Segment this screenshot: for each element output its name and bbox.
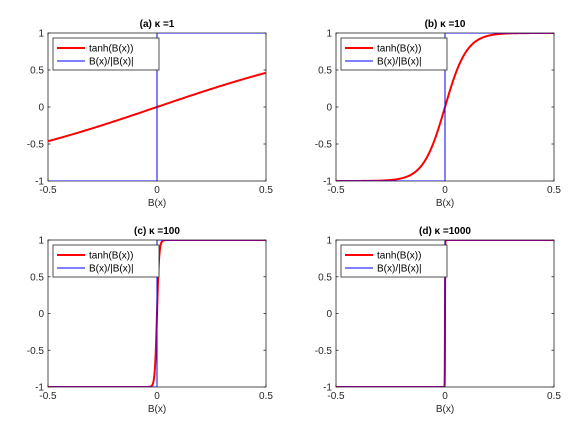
- legend-label-sign: B(x)/|B(x)|: [89, 264, 134, 275]
- y-tick-label: 0: [38, 103, 44, 114]
- x-tick-label: 0: [442, 185, 448, 196]
- legend: tanh(B(x)) B(x)/|B(x)|: [52, 244, 160, 278]
- chart-title: (c) κ =100: [134, 226, 180, 237]
- chart-panel-1: -0.5 0 0.5-1-0.500.51(a) κ =1B(x)tanh(B(x)…: [27, 19, 274, 209]
- series-line-sign: [336, 33, 554, 181]
- y-tick-label: -1: [323, 177, 332, 188]
- legend-box: [52, 244, 160, 278]
- y-tick-label: 0: [326, 309, 332, 320]
- x-axis-label: B(x): [436, 198, 454, 209]
- series-line-sign: [48, 240, 266, 387]
- y-tick-label: 0: [326, 103, 332, 114]
- legend-box: [340, 37, 448, 71]
- x-tick-label: -0.5: [327, 185, 345, 196]
- y-tick-label: 1: [38, 236, 44, 247]
- y-tick-label: 0: [38, 309, 44, 320]
- legend-label-sign: B(x)/|B(x)|: [377, 264, 422, 275]
- y-tick-label: -0.5: [27, 140, 45, 151]
- y-tick-label: 1: [326, 236, 332, 247]
- x-axis-label: B(x): [436, 404, 454, 415]
- legend: tanh(B(x)) B(x)/|B(x)|: [340, 37, 448, 71]
- y-tick-label: -0.5: [315, 346, 333, 357]
- chart-title: (a) κ =1: [140, 19, 175, 30]
- y-tick-label: 0.5: [30, 272, 44, 283]
- y-tick-label: 0.5: [318, 272, 332, 283]
- y-tick-label: 0.5: [318, 66, 332, 77]
- x-tick-label: -0.5: [39, 185, 57, 196]
- chart-panel-2: -0.5 0 0.5-1-0.500.51(b) κ =10B(x)tanh(B(x…: [315, 19, 562, 209]
- chart-panel-3: -0.5 0 0.5-1-0.500.51(c) κ =100B(x)tanh(B(…: [27, 226, 274, 415]
- x-tick-label: 0: [442, 391, 448, 402]
- x-axis-label: B(x): [148, 198, 166, 209]
- y-tick-label: -1: [35, 177, 44, 188]
- legend: tanh(B(x)) B(x)/|B(x)|: [52, 37, 160, 71]
- x-tick-label: -0.5: [327, 391, 345, 402]
- legend-box: [340, 244, 448, 278]
- x-tick-label: -0.5: [39, 391, 57, 402]
- y-tick-label: -1: [323, 383, 332, 394]
- series-group: [48, 240, 266, 387]
- y-tick-label: 1: [326, 29, 332, 40]
- x-tick-label: 0.5: [259, 391, 273, 402]
- x-tick-label: 0: [154, 391, 160, 402]
- series-group: [48, 33, 266, 181]
- legend-label-tanh: tanh(B(x)): [377, 44, 421, 55]
- y-tick-label: -0.5: [315, 140, 333, 151]
- y-tick-label: 1: [38, 29, 44, 40]
- chart-title: (d) κ =1000: [419, 226, 471, 237]
- y-tick-label: 0.5: [30, 66, 44, 77]
- legend-label-tanh: tanh(B(x)): [89, 44, 133, 55]
- series-group: [336, 33, 554, 181]
- chart-panel-4: -0.5 0 0.5-1-0.500.51(d) κ =1000B(x)tanh(B…: [315, 226, 562, 415]
- legend-box: [52, 37, 160, 71]
- series-line-sign: [336, 240, 554, 387]
- x-tick-label: 0.5: [259, 185, 273, 196]
- legend: tanh(B(x)) B(x)/|B(x)|: [340, 244, 448, 278]
- chart-title: (b) κ =10: [425, 19, 466, 30]
- legend-label-tanh: tanh(B(x)): [377, 251, 421, 262]
- legend-label-sign: B(x)/|B(x)|: [89, 57, 134, 68]
- series-line-sign: [48, 33, 266, 181]
- y-tick-label: -0.5: [27, 346, 45, 357]
- series-group: [336, 240, 554, 387]
- x-tick-label: 0: [154, 185, 160, 196]
- x-tick-label: 0.5: [547, 391, 561, 402]
- x-axis-label: B(x): [148, 404, 166, 415]
- x-tick-label: 0.5: [547, 185, 561, 196]
- legend-label-sign: B(x)/|B(x)|: [377, 57, 422, 68]
- y-tick-label: -1: [35, 383, 44, 394]
- legend-label-tanh: tanh(B(x)): [89, 251, 133, 262]
